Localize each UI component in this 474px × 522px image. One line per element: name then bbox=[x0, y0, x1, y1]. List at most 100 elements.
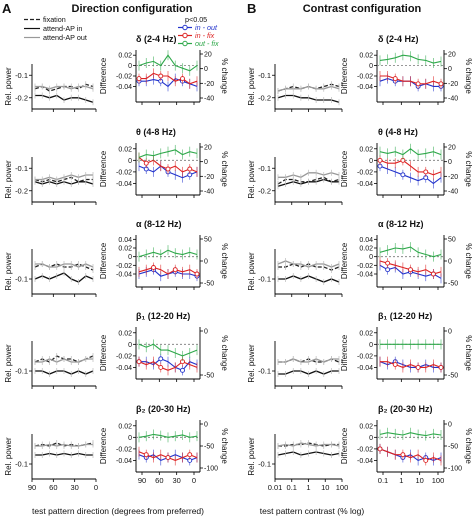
pct-tick-label: 0 bbox=[204, 259, 208, 266]
y-tick-label: -0.2 bbox=[15, 186, 28, 195]
y-axis-label: Difference bbox=[340, 427, 349, 464]
y-tick-label: 0 bbox=[128, 435, 132, 442]
y-tick-label: -0.1 bbox=[15, 275, 28, 284]
significance-marker bbox=[415, 81, 421, 87]
pct-tick-label: 20 bbox=[204, 145, 212, 152]
pct-tick-label: 50 bbox=[448, 237, 456, 244]
significance-marker bbox=[194, 271, 200, 277]
significance-marker bbox=[187, 452, 193, 458]
pct-axis-label: % change bbox=[464, 428, 473, 464]
y-tick-label: -0.02 bbox=[116, 169, 132, 176]
x-tick-label: 10 bbox=[321, 483, 329, 492]
x-tick-label: 60 bbox=[49, 483, 57, 492]
significance-marker bbox=[143, 452, 149, 458]
y-tick-label: -0.1 bbox=[258, 164, 271, 173]
pct-tick-label: 0 bbox=[448, 259, 452, 266]
y-axis-label: Rel. power bbox=[247, 67, 256, 106]
y-tick-label: 0 bbox=[128, 158, 132, 165]
y-axis-label: Rel. power bbox=[247, 160, 256, 199]
series-line bbox=[379, 54, 442, 64]
legend-entry: attend-AP out bbox=[43, 33, 87, 42]
y-tick-label: -0.02 bbox=[116, 446, 132, 453]
significance-marker bbox=[158, 364, 164, 370]
y-tick-label: 0.02 bbox=[359, 53, 373, 60]
series-line bbox=[379, 432, 442, 437]
pct-axis-label: % change bbox=[220, 58, 229, 94]
y-tick-label: 0.02 bbox=[118, 53, 132, 60]
pct-tick-label: 0 bbox=[448, 422, 452, 429]
y-tick-label: -0.02 bbox=[357, 446, 373, 453]
y-tick-label: -0.2 bbox=[15, 93, 28, 102]
y-tick-label: -0.1 bbox=[15, 164, 28, 173]
pct-tick-label: -20 bbox=[204, 174, 214, 181]
band-label: θ (4-8 Hz) bbox=[378, 127, 418, 137]
legend-entry: fixation bbox=[43, 15, 66, 24]
y-tick-label: -0.02 bbox=[116, 263, 132, 270]
legend-entry: in - out bbox=[195, 23, 218, 32]
x-tick-label: 30 bbox=[70, 483, 78, 492]
significance-marker bbox=[165, 455, 171, 461]
pct-tick-label: 0 bbox=[204, 66, 208, 73]
pct-tick-label: -40 bbox=[448, 189, 458, 196]
significance-marker bbox=[377, 157, 383, 163]
y-tick-label: -0.04 bbox=[357, 181, 373, 188]
y-tick-label: -0.2 bbox=[258, 186, 271, 195]
pct-axis-label: % change bbox=[464, 58, 473, 94]
significance-marker bbox=[158, 356, 164, 362]
band-label: β₂ (20-30 Hz) bbox=[378, 404, 433, 414]
significance-marker bbox=[180, 76, 185, 82]
y-tick-label: -0.1 bbox=[15, 460, 28, 469]
pct-tick-label: 20 bbox=[448, 52, 456, 59]
pct-tick-label: 0 bbox=[204, 159, 208, 166]
significance-marker bbox=[180, 367, 185, 373]
pct-tick-label: 20 bbox=[448, 145, 456, 152]
pct-tick-label: -100 bbox=[448, 466, 462, 473]
pct-tick-label: 0 bbox=[448, 329, 452, 336]
series-line bbox=[379, 148, 442, 156]
series-line bbox=[138, 249, 198, 258]
y-tick-label: 0 bbox=[369, 435, 373, 442]
significance-marker bbox=[136, 359, 142, 365]
pct-tick-label: -50 bbox=[448, 373, 458, 380]
y-axis-label: Difference bbox=[99, 242, 108, 279]
series-line bbox=[379, 448, 442, 462]
y-tick-label: -0.02 bbox=[357, 353, 373, 360]
legend-entry: attend-AP in bbox=[43, 24, 82, 33]
y-axis-label: Rel. power bbox=[4, 67, 13, 106]
y-tick-label: -0.04 bbox=[357, 84, 373, 91]
y-axis-label: Difference bbox=[340, 334, 349, 371]
panel-letter: A bbox=[2, 1, 12, 16]
pct-tick-label: -40 bbox=[204, 189, 214, 196]
y-tick-label: 0.04 bbox=[118, 237, 132, 244]
y-tick-label: 0.02 bbox=[359, 246, 373, 253]
x-tick-label: 100 bbox=[336, 483, 349, 492]
pct-tick-label: -20 bbox=[204, 81, 214, 88]
panel-letter: B bbox=[247, 1, 256, 16]
pct-tick-label: 50 bbox=[204, 237, 212, 244]
y-tick-label: 0.02 bbox=[118, 423, 132, 430]
y-tick-label: 0 bbox=[369, 158, 373, 165]
significance-marker bbox=[377, 446, 383, 452]
y-tick-label: 0.02 bbox=[359, 146, 373, 153]
legend-marker bbox=[182, 24, 188, 31]
y-tick-label: -0.1 bbox=[258, 367, 271, 376]
significance-marker bbox=[415, 364, 421, 370]
y-axis-label: Difference bbox=[99, 427, 108, 464]
significance-marker bbox=[392, 362, 398, 368]
series-line bbox=[380, 75, 442, 85]
y-tick-label: -0.04 bbox=[357, 272, 373, 279]
x-tick-label: 60 bbox=[155, 476, 163, 485]
y-axis-label: Rel. power bbox=[4, 160, 13, 199]
x-tick-label: 1 bbox=[399, 476, 403, 485]
x-tick-label: 100 bbox=[432, 476, 445, 485]
pct-axis-label: % change bbox=[464, 335, 473, 371]
legend-marker bbox=[182, 32, 188, 39]
x-tick-label: 0 bbox=[94, 483, 98, 492]
pct-tick-label: 0 bbox=[204, 422, 208, 429]
pct-axis-label: % change bbox=[220, 151, 229, 187]
pct-tick-label: -40 bbox=[204, 96, 214, 103]
x-tick-label: 0 bbox=[192, 476, 196, 485]
series-line bbox=[138, 54, 198, 72]
